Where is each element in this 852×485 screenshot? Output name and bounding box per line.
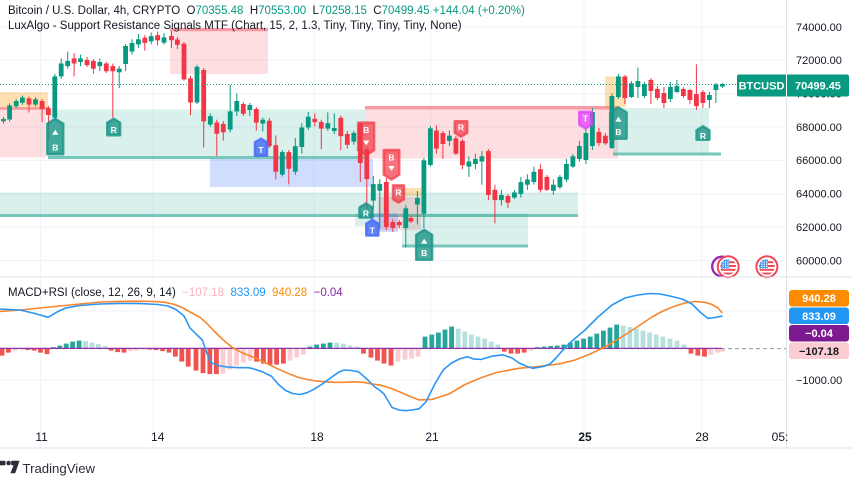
svg-text:70499.45: 70499.45 (795, 81, 841, 93)
svg-text:R: R (395, 188, 401, 198)
svg-text:Bitcoin / U.S. Dollar, 4h, CRY: Bitcoin / U.S. Dollar, 4h, CRYPTO O70355… (8, 5, 525, 17)
svg-text:28: 28 (695, 430, 709, 444)
svg-text:R: R (363, 209, 369, 219)
svg-text:B: B (421, 248, 427, 258)
svg-text:R: R (458, 122, 464, 132)
svg-text:R: R (700, 131, 706, 141)
svg-text:T: T (370, 226, 376, 236)
svg-text:60000.00: 60000.00 (796, 256, 842, 268)
svg-text:T: T (258, 145, 264, 155)
svg-text:72000.00: 72000.00 (796, 55, 842, 67)
svg-text:68000.00: 68000.00 (796, 122, 842, 134)
svg-text:18: 18 (310, 430, 324, 444)
svg-text:11: 11 (35, 430, 48, 444)
svg-text:05:: 05: (772, 430, 789, 444)
svg-text:64000.00: 64000.00 (796, 189, 842, 201)
svg-text:66000.00: 66000.00 (796, 155, 842, 167)
svg-text:B: B (363, 125, 369, 135)
svg-text:940.28: 940.28 (802, 293, 836, 305)
svg-text:BTCUSD: BTCUSD (739, 81, 785, 93)
svg-text:−107.18: −107.18 (799, 346, 839, 358)
svg-text:25: 25 (578, 430, 592, 444)
svg-text:−1000.00: −1000.00 (796, 375, 842, 387)
svg-text:MACD+RSI (close, 12, 26, 9, 14: MACD+RSI (close, 12, 26, 9, 14) −107.18 … (8, 287, 343, 299)
svg-text:B: B (52, 143, 58, 153)
svg-text:62000.00: 62000.00 (796, 222, 842, 234)
svg-text:−0.04: −0.04 (805, 328, 834, 340)
svg-text:TradingView: TradingView (23, 461, 96, 476)
svg-text:74000.00: 74000.00 (796, 22, 842, 34)
svg-text:B: B (615, 127, 621, 137)
svg-text:R: R (111, 125, 117, 135)
svg-text:14: 14 (151, 430, 165, 444)
svg-text:T: T (583, 114, 589, 124)
svg-text:21: 21 (425, 430, 439, 444)
svg-text:LuxAlgo - Support Resistance S: LuxAlgo - Support Resistance Signals MTF… (8, 20, 462, 32)
svg-text:833.09: 833.09 (802, 311, 836, 323)
svg-text:B: B (388, 152, 394, 162)
